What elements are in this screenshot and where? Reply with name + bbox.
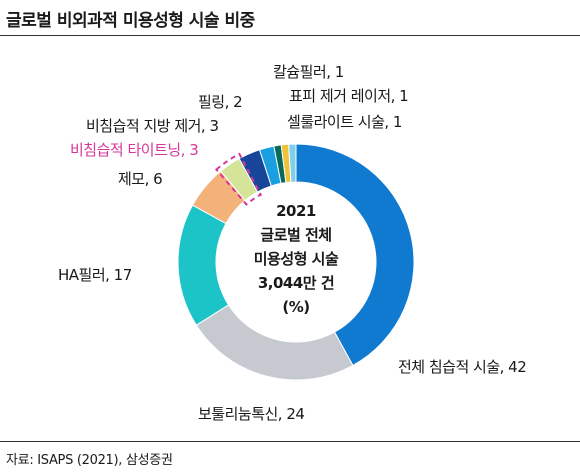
donut-slice-2 — [177, 204, 230, 326]
center-line-1: 2021 — [276, 202, 316, 220]
center-line-4: 3,044만 건 — [258, 274, 334, 292]
slice-label-calcium-filler: 칼슘필러, 1 — [273, 63, 344, 81]
slice-label-laser: 표피 제거 레이저, 1 — [289, 87, 408, 105]
slice-label-hair-removal: 제모, 6 — [118, 170, 162, 188]
donut-slice-0 — [295, 143, 415, 367]
slice-label-peeling: 필링, 2 — [198, 93, 242, 111]
slice-label-ha-filler: HA필러, 17 — [58, 266, 132, 284]
center-label: 2021 글로벌 전체 미용성형 시술 3,044만 건 (%) — [254, 202, 340, 316]
donut-slice-1 — [195, 304, 354, 381]
center-line-2: 글로벌 전체 — [260, 226, 331, 244]
highlight-dashed-outline — [214, 152, 263, 206]
slice-label-cellulite: 셀룰라이트 시술, 1 — [287, 113, 402, 131]
donut-slice-9 — [288, 143, 297, 183]
slice-label-invasive: 전체 침습적 시술, 42 — [398, 358, 526, 376]
slice-label-botulinum: 보툴리눔톡신, 24 — [198, 405, 304, 423]
highlight-outline — [214, 152, 263, 206]
title-divider — [0, 35, 580, 36]
footer-divider — [0, 441, 580, 442]
slice-labels: 전체 침습적 시술, 42 보툴리눔톡신, 24 HA필러, 17 제모, 6 … — [58, 63, 527, 423]
donut-slices — [177, 143, 415, 381]
chart-title: 글로벌 비외과적 미용성형 시술 비중 — [6, 11, 255, 31]
center-line-5: (%) — [282, 298, 309, 316]
slice-label-tightening: 비침습적 타이트닝, 3 — [70, 141, 198, 159]
source-note: 자료: ISAPS (2021), 삼성증권 — [6, 453, 173, 468]
slice-label-fat-removal: 비침습적 지방 제거, 3 — [86, 117, 219, 135]
donut-chart: 2021 글로벌 전체 미용성형 시술 3,044만 건 (%) 전체 침습적 … — [58, 63, 527, 423]
center-line-3: 미용성형 시술 — [254, 250, 339, 268]
